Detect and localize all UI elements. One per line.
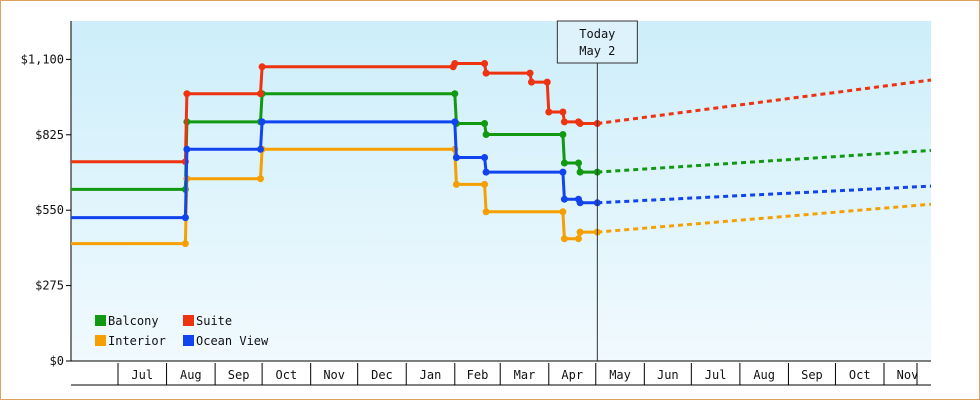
data-point[interactable] — [257, 175, 264, 183]
today-marker: Today May 2 — [556, 20, 638, 361]
data-point[interactable] — [559, 131, 567, 138]
month-label: Sep — [801, 368, 823, 382]
data-point[interactable] — [560, 195, 568, 203]
month-label: Sep — [228, 368, 250, 382]
month-label: Nov — [897, 368, 919, 382]
data-point[interactable] — [545, 108, 553, 116]
month-label: Dec — [371, 368, 393, 382]
month-label: Jan — [420, 368, 442, 382]
data-point[interactable] — [451, 118, 459, 126]
legend-swatch — [183, 315, 194, 326]
y-axis: $0 $275 $550 $825 $1,100 — [21, 21, 931, 368]
series-forecast-line — [597, 202, 932, 234]
legend-swatch — [183, 335, 194, 346]
legend-label: Ocean View — [196, 334, 269, 348]
data-point[interactable] — [559, 168, 567, 176]
data-point[interactable] — [543, 78, 551, 86]
data-point[interactable] — [258, 63, 266, 71]
legend-swatch — [95, 315, 106, 326]
data-point[interactable] — [526, 69, 534, 77]
month-label: Mar — [514, 368, 536, 382]
data-point[interactable] — [481, 154, 489, 161]
today-box — [556, 20, 638, 64]
data-point[interactable] — [452, 180, 460, 188]
y-tick-label: $1,100 — [21, 52, 64, 66]
data-point[interactable] — [482, 69, 490, 77]
data-point[interactable] — [559, 208, 567, 216]
plot-area — [71, 21, 931, 361]
data-point[interactable] — [482, 131, 490, 138]
data-point[interactable] — [452, 154, 460, 161]
legend-label: Interior — [108, 334, 166, 348]
series-ocean-view — [71, 118, 932, 222]
data-point[interactable] — [481, 60, 489, 67]
data-point[interactable] — [575, 159, 582, 167]
month-label: Feb — [467, 368, 489, 382]
data-point[interactable] — [559, 108, 567, 116]
legend-item[interactable]: Interior — [95, 334, 166, 348]
month-label: May — [609, 368, 631, 382]
month-label: Oct — [276, 368, 298, 382]
x-axis: Jul Aug Sep Oct Nov Dec Jan Feb Mar Apr May Jun Jul A… — [71, 363, 931, 386]
data-point[interactable] — [257, 90, 264, 98]
y-tick-label: $550 — [35, 203, 64, 217]
data-point[interactable] — [183, 145, 191, 153]
data-point[interactable] — [528, 78, 535, 86]
data-point[interactable] — [451, 90, 459, 98]
data-point[interactable] — [181, 214, 189, 222]
legend-item[interactable]: Balcony — [95, 314, 159, 328]
legend: Balcony Suite Interior Ocean View — [95, 314, 269, 348]
today-date-label: May 2 — [579, 44, 615, 58]
data-point[interactable] — [576, 199, 584, 207]
data-point[interactable] — [560, 118, 568, 126]
data-point[interactable] — [576, 120, 584, 127]
today-label: Today — [579, 27, 615, 41]
data-point[interactable] — [576, 168, 584, 176]
series-forecast-line — [597, 184, 932, 205]
month-label: Jul — [705, 368, 727, 382]
month-label: Nov — [323, 368, 345, 382]
data-point[interactable] — [183, 90, 191, 98]
month-label: Aug — [180, 368, 202, 382]
data-point[interactable] — [482, 168, 490, 176]
month-label: Jun — [657, 368, 679, 382]
data-point[interactable] — [481, 120, 489, 127]
data-point[interactable] — [481, 180, 489, 188]
series-layer — [71, 60, 932, 248]
month-label: Oct — [849, 368, 871, 382]
series-forecast-line — [597, 148, 932, 174]
month-label: Jul — [131, 368, 153, 382]
data-point[interactable] — [482, 208, 490, 216]
legend-item[interactable]: Suite — [183, 314, 232, 328]
data-point[interactable] — [560, 159, 568, 167]
y-tick-label: $0 — [50, 354, 64, 368]
legend-label: Suite — [196, 314, 232, 328]
data-point[interactable] — [560, 235, 568, 243]
series-forecast-line — [597, 78, 932, 125]
data-point[interactable] — [181, 240, 189, 248]
month-label: Apr — [561, 368, 583, 382]
y-tick-label: $275 — [35, 279, 64, 293]
data-point[interactable] — [576, 228, 584, 236]
y-tick-label: $825 — [35, 128, 64, 142]
series-suite — [71, 60, 932, 166]
data-point[interactable] — [257, 145, 264, 153]
legend-item[interactable]: Ocean View — [183, 334, 269, 348]
data-point[interactable] — [575, 235, 582, 243]
month-label: Aug — [753, 368, 775, 382]
legend-swatch — [95, 335, 106, 346]
data-point[interactable] — [451, 60, 459, 67]
data-point[interactable] — [258, 118, 266, 126]
legend-label: Balcony — [108, 314, 159, 328]
